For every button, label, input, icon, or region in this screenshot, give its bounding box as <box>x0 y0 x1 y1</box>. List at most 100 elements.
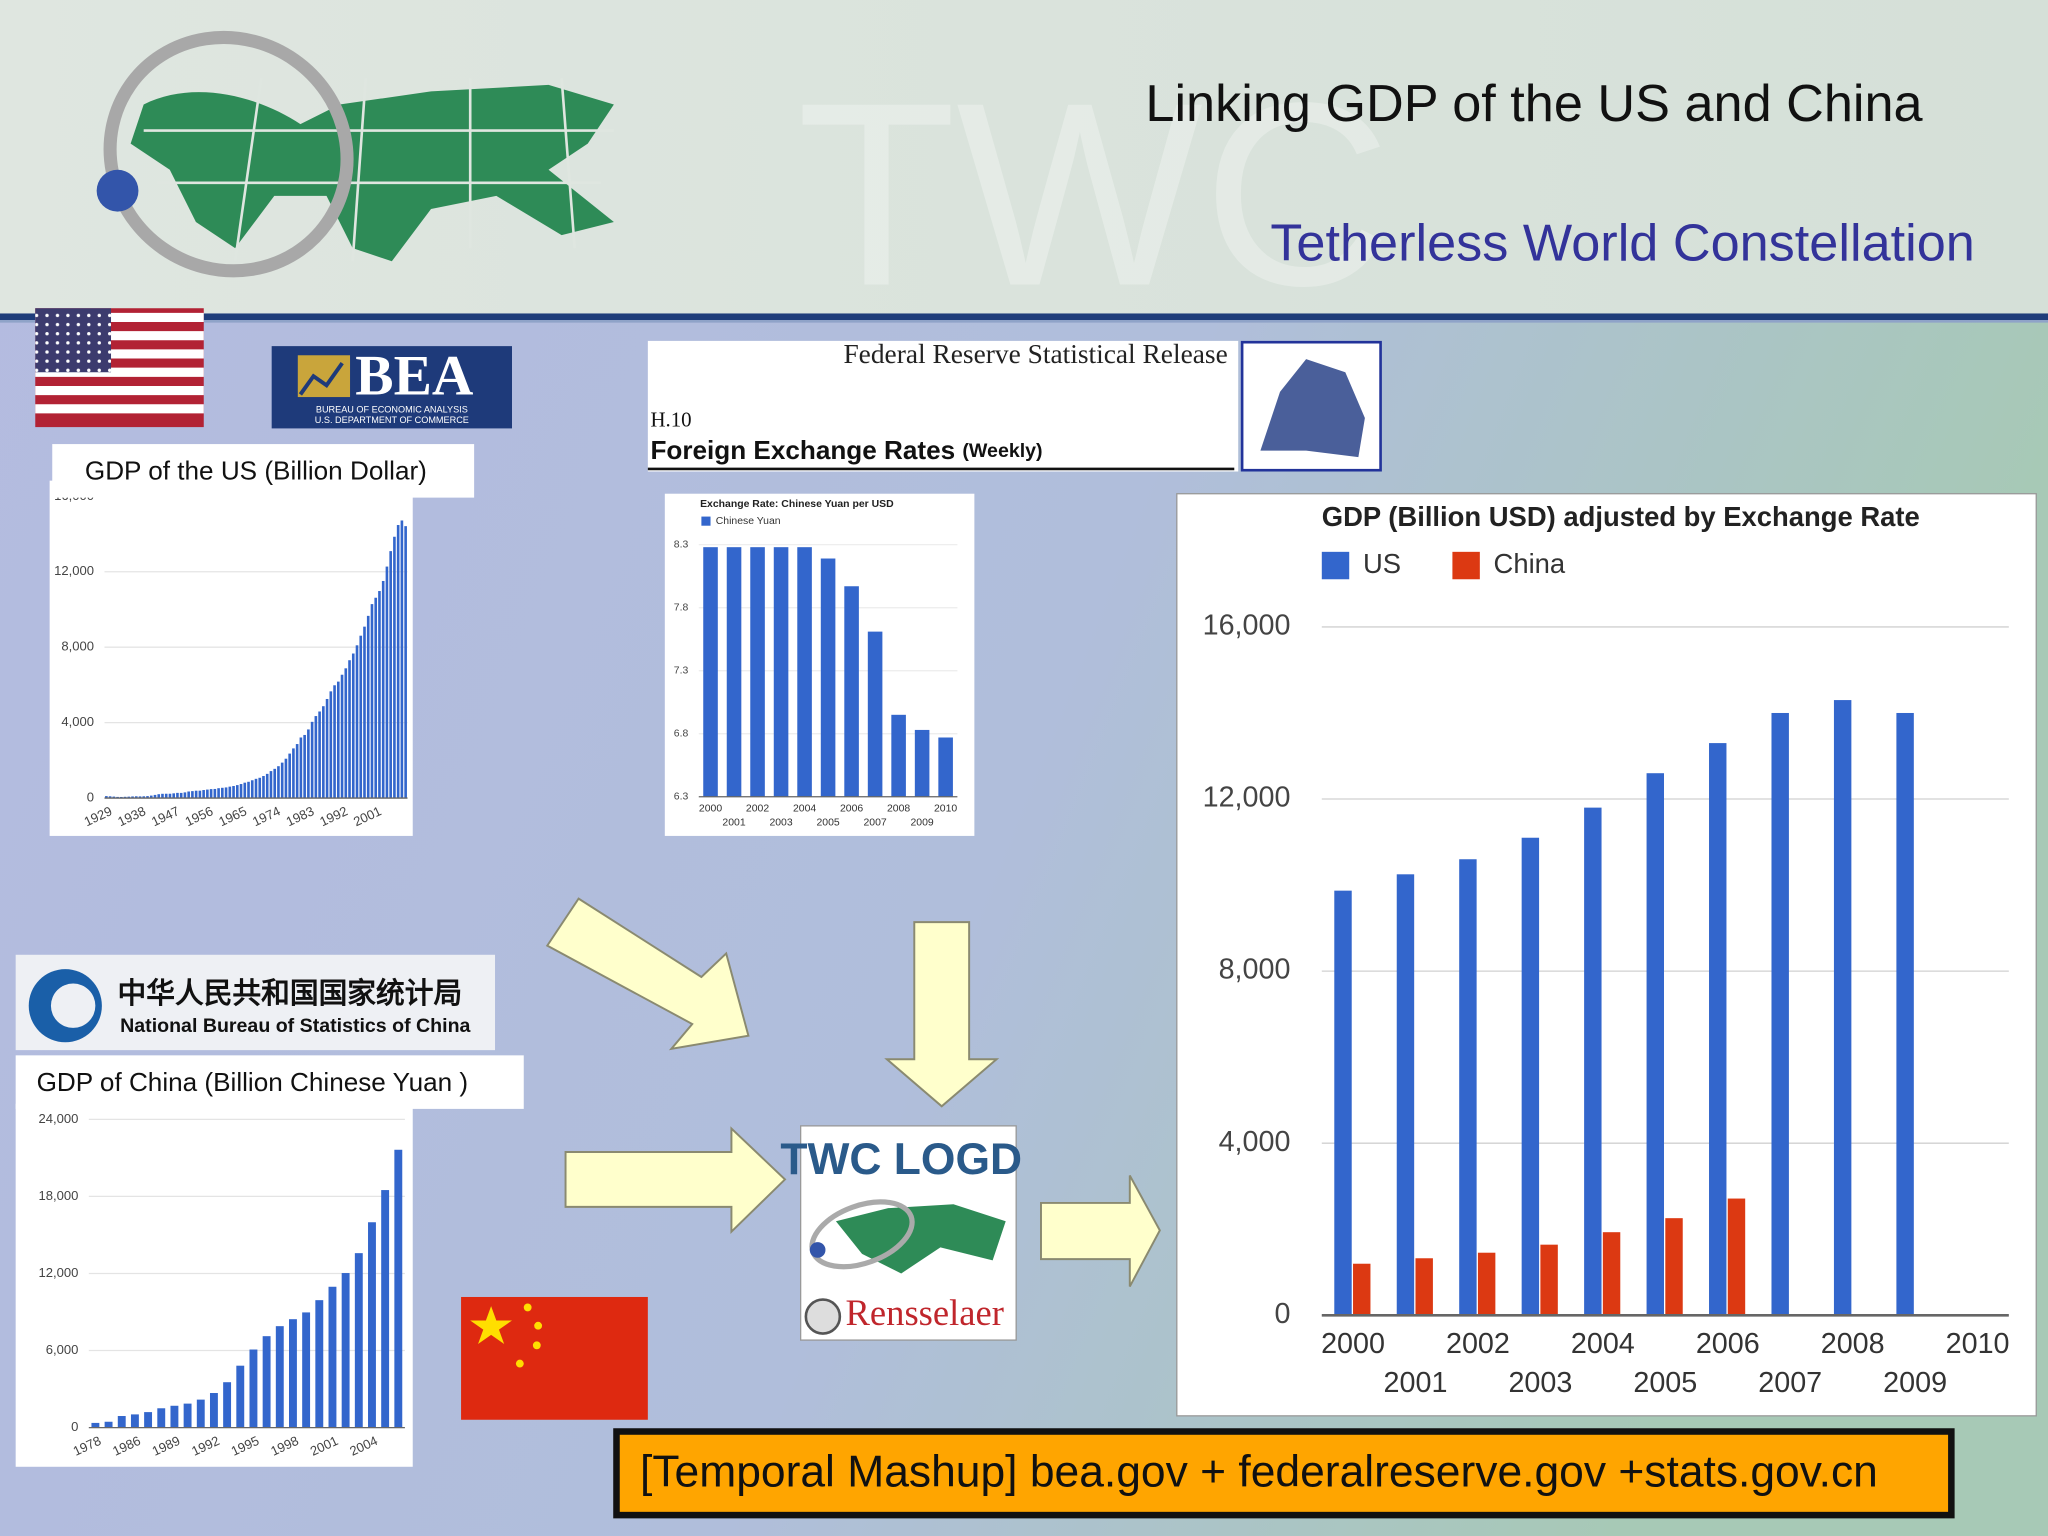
bar <box>235 785 239 799</box>
y-tick-label: 8,000 <box>61 639 94 654</box>
bar <box>363 626 366 799</box>
bar <box>134 796 138 799</box>
bar <box>164 793 168 799</box>
header-rule <box>0 313 2048 320</box>
rensselaer-text: Rensselaer <box>846 1292 1004 1333</box>
bar <box>299 737 303 799</box>
x-tick-label: 2000 <box>1321 1328 1385 1360</box>
y-tick-label: 0 <box>1274 1298 1290 1330</box>
y-tick-label: 8,000 <box>1219 954 1291 986</box>
bar <box>1771 712 1789 1316</box>
bar <box>108 796 112 799</box>
bar <box>284 758 288 799</box>
bar <box>249 1349 258 1428</box>
bar <box>750 547 765 797</box>
x-tick-label: 2002 <box>1446 1328 1510 1360</box>
bar <box>262 776 265 799</box>
bar <box>351 653 355 799</box>
bar <box>844 586 859 797</box>
bar <box>292 748 295 799</box>
bar <box>112 796 116 799</box>
bar <box>1521 837 1540 1316</box>
arrow <box>564 1126 787 1234</box>
china-flag <box>461 1296 648 1420</box>
bar <box>172 793 176 799</box>
bar <box>820 558 836 797</box>
arrows <box>545 897 1161 1287</box>
bar <box>217 788 220 799</box>
bar <box>400 520 404 799</box>
bar <box>224 787 228 799</box>
x-tick-label: 2006 <box>1696 1328 1760 1360</box>
bar <box>209 789 213 799</box>
bar <box>157 1408 166 1428</box>
bea-text: BEA <box>355 345 474 408</box>
legend-label: China <box>1494 548 1566 579</box>
x-tick-label: 2000 <box>699 803 722 814</box>
nbs-cn: 中华人民共和国国家统计局 <box>118 977 463 1010</box>
legend-swatch <box>1321 551 1350 580</box>
bar <box>370 604 374 799</box>
bar <box>797 547 812 797</box>
bar <box>394 1149 403 1428</box>
header-rule-light <box>0 320 2048 323</box>
bar <box>354 1253 363 1428</box>
x-tick-label: 2009 <box>911 818 934 829</box>
chart-title-box <box>15 1055 524 1109</box>
bar <box>289 1319 297 1428</box>
bar <box>157 794 161 799</box>
bar <box>703 547 718 797</box>
nbs-en: National Bureau of Statistics of China <box>120 1015 471 1037</box>
y-tick-label: 16,000 <box>1203 610 1291 642</box>
bar <box>404 526 407 799</box>
y-tick-label: 7.8 <box>674 602 689 613</box>
bar <box>726 547 742 797</box>
bar <box>265 773 269 799</box>
bar <box>104 1421 113 1428</box>
bar <box>325 698 329 799</box>
slide-title: Linking GDP of the US and China <box>1145 75 1923 133</box>
bar <box>315 1300 324 1428</box>
legend-swatch <box>701 516 711 526</box>
chart-title-box <box>52 444 475 498</box>
bar <box>310 721 314 799</box>
bea-logo <box>271 346 512 429</box>
bar <box>336 681 340 799</box>
bar <box>191 791 194 799</box>
fed-eagle <box>1240 340 1382 472</box>
bar <box>359 635 363 799</box>
bar <box>891 714 906 797</box>
bar <box>378 591 381 799</box>
bar <box>130 1414 139 1428</box>
footer-box <box>613 1428 1955 1519</box>
bar <box>221 787 224 799</box>
chart-title: GDP (Billion USD) adjusted by Exchange R… <box>1322 501 1920 532</box>
bar <box>258 777 262 799</box>
bar <box>318 711 321 799</box>
bar <box>1584 807 1602 1316</box>
bar <box>295 744 299 799</box>
arrow <box>884 921 1000 1108</box>
bar <box>117 1416 126 1428</box>
bar <box>328 1286 337 1428</box>
bar <box>275 1326 284 1428</box>
bar <box>1896 712 1914 1316</box>
fed-weekly: (Weekly) <box>962 440 1042 462</box>
bar <box>288 753 291 799</box>
bar <box>1727 1198 1746 1316</box>
bar <box>187 791 190 799</box>
bar <box>254 778 258 799</box>
fed-banner <box>647 340 1239 472</box>
bar <box>1396 874 1415 1316</box>
bar <box>1334 890 1352 1316</box>
x-tick-label: 2009 <box>1883 1367 1947 1399</box>
y-tick-label: 12,000 <box>54 563 94 578</box>
bar <box>1646 773 1664 1316</box>
arrow <box>545 897 750 1051</box>
nbs-emblem <box>28 969 102 1043</box>
bar <box>938 737 953 797</box>
bar <box>302 1312 311 1428</box>
bar <box>91 1422 100 1428</box>
bar <box>202 790 205 799</box>
